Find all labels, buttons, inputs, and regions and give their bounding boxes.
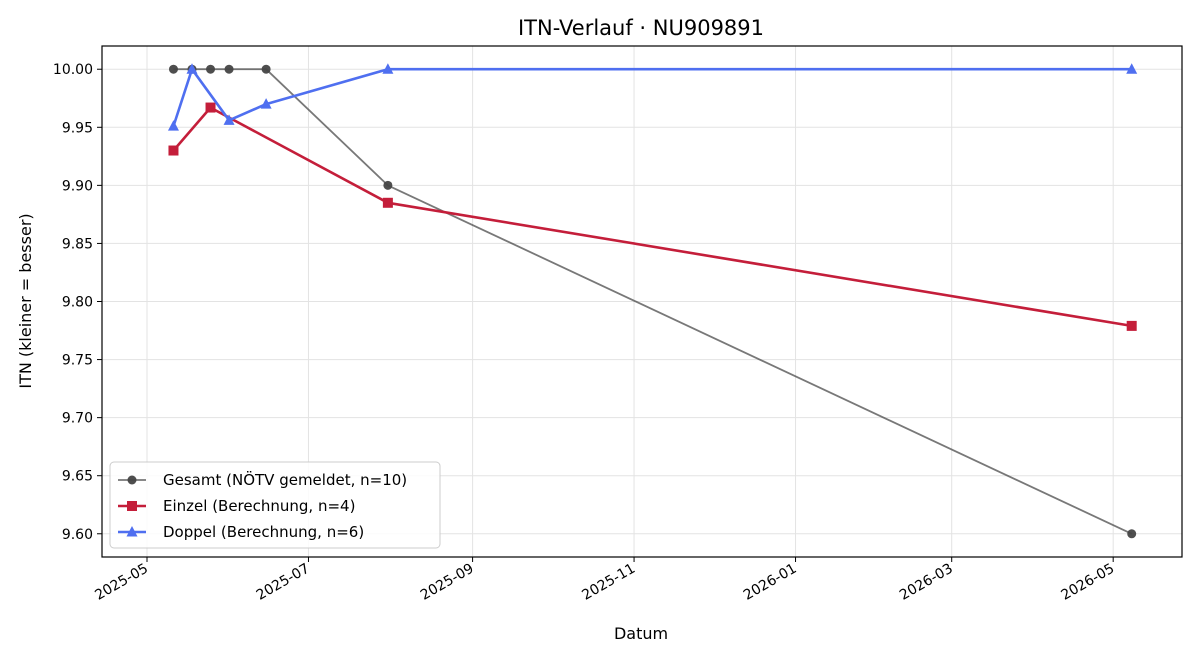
legend-label: Doppel (Berechnung, n=6): [163, 523, 364, 541]
data-point: [382, 63, 394, 74]
legend-marker: [127, 501, 137, 511]
y-tick-label: 9.65: [62, 469, 93, 485]
data-point: [223, 114, 235, 125]
legend-label: Gesamt (NÖTV gemeldet, n=10): [163, 470, 407, 489]
series-triangle: [167, 63, 1138, 131]
data-point: [186, 63, 198, 74]
data-point: [1126, 63, 1138, 74]
data-point: [382, 197, 393, 208]
data-point: [205, 102, 216, 113]
data-point: [224, 64, 234, 74]
legend: Gesamt (NÖTV gemeldet, n=10) Einzel (Bere…: [109, 461, 441, 549]
x-axis-label: Datum: [614, 624, 668, 643]
data-point: [168, 145, 179, 156]
y-axis-label: ITN (kleiner = besser): [16, 213, 35, 388]
data-point: [1127, 529, 1137, 539]
data-point: [168, 64, 178, 74]
legend-label: Einzel (Berechnung, n=4): [163, 497, 355, 515]
series-layer: [167, 63, 1138, 539]
data-point: [1126, 320, 1137, 331]
series-square: [168, 102, 1137, 331]
y-tick-label: 9.60: [62, 527, 93, 543]
legend-box: [109, 461, 441, 549]
y-tick-label: 9.90: [62, 178, 93, 194]
y-tick-label: 9.75: [62, 353, 93, 369]
y-tick-label: 9.70: [62, 411, 93, 427]
y-tick-label: 10.00: [53, 62, 93, 78]
chart-title: ITN-Verlauf · NU909891: [518, 16, 764, 40]
grid-lines: [102, 46, 1182, 557]
data-point: [261, 64, 271, 74]
data-point: [206, 64, 216, 74]
y-tick-label: 9.80: [62, 295, 93, 311]
legend-marker: [127, 475, 137, 485]
data-point: [383, 180, 393, 190]
series-line: [172, 106, 1132, 328]
y-tick-label: 9.85: [62, 236, 93, 252]
y-tick-label: 9.95: [62, 120, 93, 136]
y-axis-ticks: 9.60 9.65 9.70 9.75 9.80 9.85 9.90 9.95 10.00: [53, 62, 102, 543]
series-line: [172, 67, 1132, 127]
legend-marker: [126, 526, 138, 537]
data-point: [167, 120, 179, 131]
data-point: [260, 98, 272, 109]
